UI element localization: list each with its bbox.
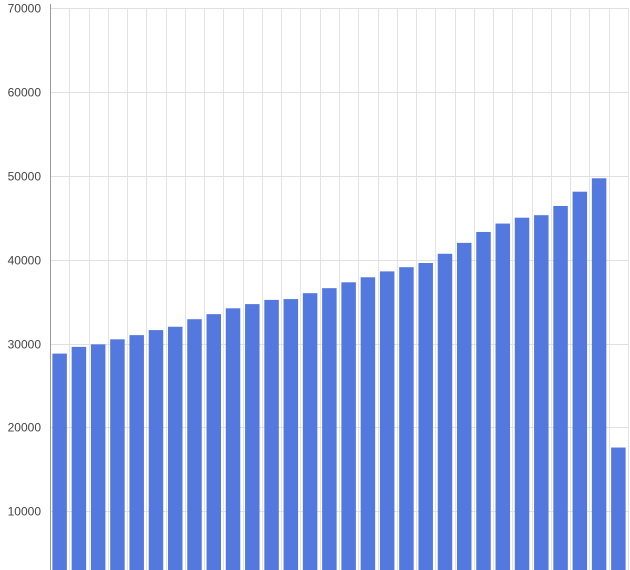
grid [50,8,629,570]
bar [456,242,472,570]
bars [52,178,626,570]
bar [148,330,164,570]
bar [52,353,67,570]
bar [514,217,530,570]
bar [611,447,626,570]
bar [399,267,414,570]
bar [206,314,222,570]
y-tick-label: 20000 [8,421,42,435]
bar [283,299,299,570]
bar [553,205,568,570]
bar [591,178,607,570]
bar [476,231,491,570]
bar [322,288,337,570]
bar [495,223,511,570]
bar [71,346,87,570]
bar [572,191,588,570]
bar [264,299,279,570]
bar [129,335,144,570]
y-tick-label: 60000 [8,86,42,100]
bar [187,319,202,570]
bar [167,326,183,570]
bar [302,293,318,570]
bar [110,339,125,570]
bar [341,282,356,570]
y-tick-labels: 10000 20000 30000 40000 50000 60000 70000 [8,2,42,519]
bar [534,215,549,570]
bar [360,277,376,570]
bar [379,271,395,570]
bar [90,344,106,570]
bar [418,263,433,570]
y-tick-label: 30000 [8,338,42,352]
bar [437,253,453,570]
bar [245,304,260,570]
y-tick-label: 50000 [8,170,42,184]
bar [225,308,241,570]
y-tick-label: 40000 [8,254,42,268]
y-tick-label: 10000 [8,505,42,519]
y-tick-label: 70000 [8,2,42,16]
